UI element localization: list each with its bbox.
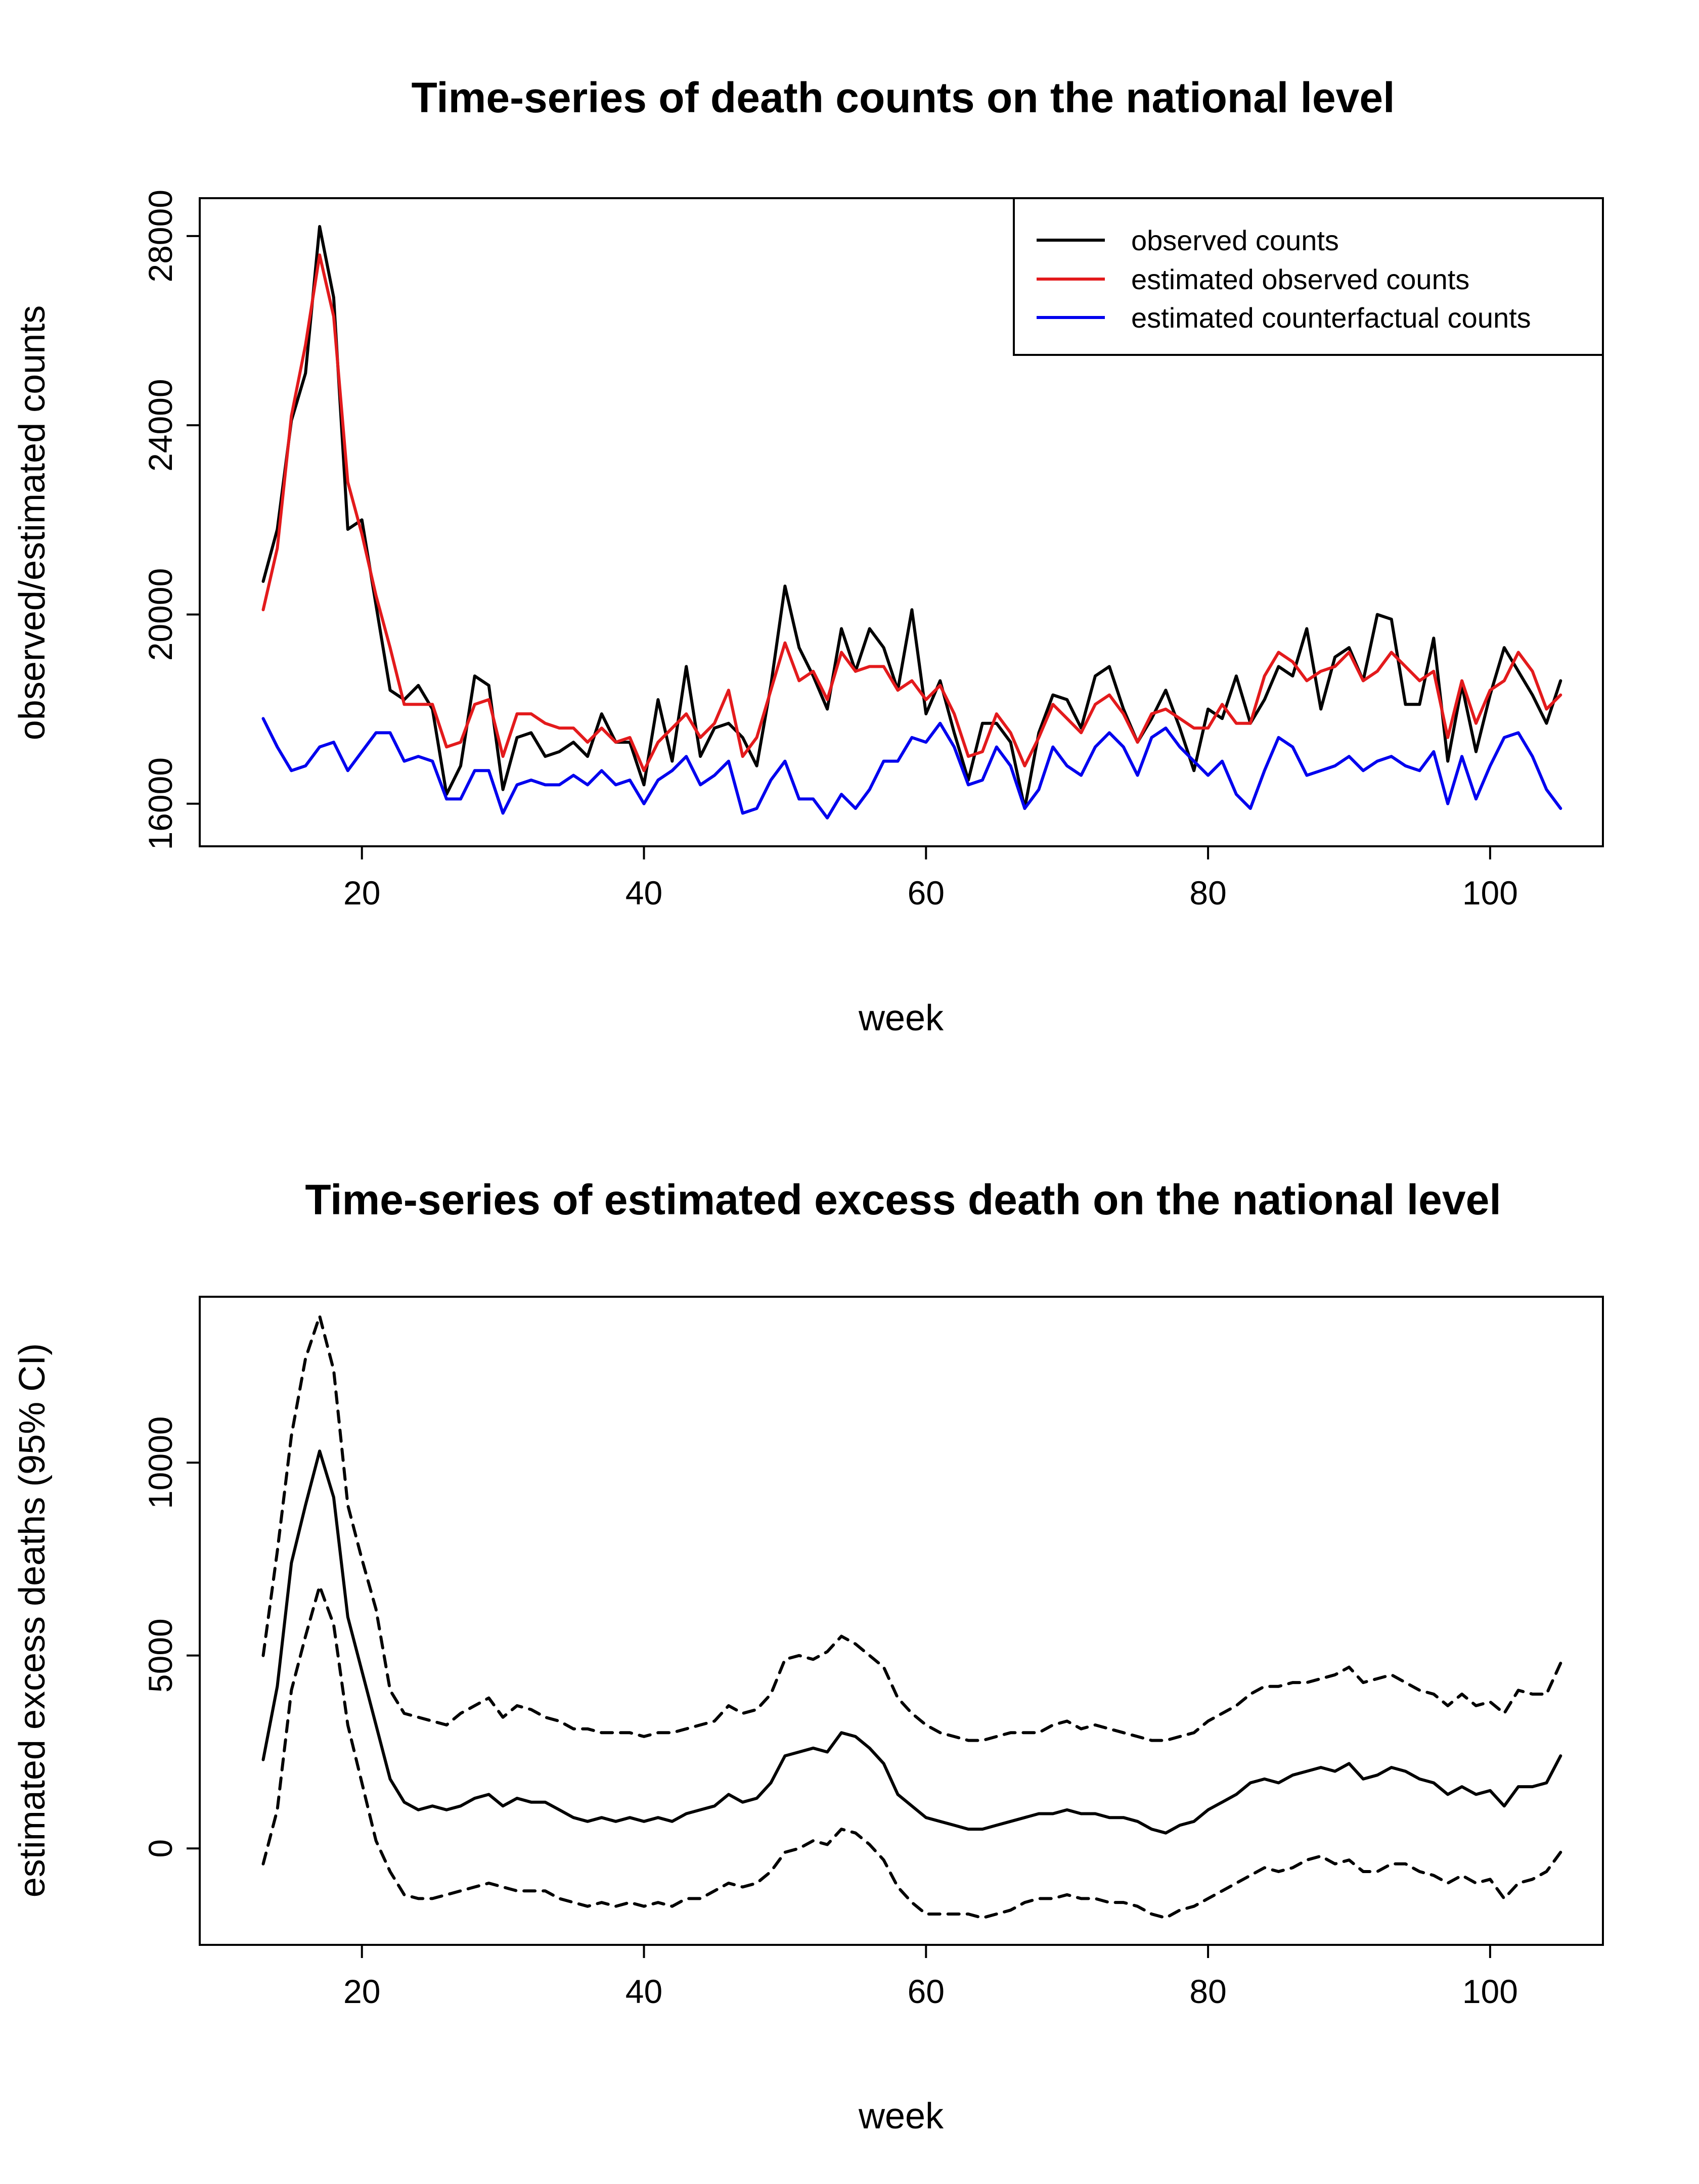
y-tick-label: 20000 bbox=[142, 568, 179, 661]
x-axis-label: week bbox=[858, 998, 944, 1038]
series-line-estimated-observed-counts bbox=[261, 253, 1562, 772]
series-line-ci-bound-2 bbox=[261, 1584, 1562, 1920]
y-tick-label: 28000 bbox=[142, 190, 179, 283]
x-tick-label: 40 bbox=[625, 874, 662, 912]
series-line-estimated-counterfactual-counts bbox=[261, 717, 1562, 820]
x-tick-label: 100 bbox=[1462, 1973, 1518, 2010]
y-axis: 0 5000 10000 bbox=[142, 1416, 200, 1858]
y-axis-label: observed/estimated counts bbox=[12, 305, 53, 740]
plot-frame bbox=[199, 197, 1604, 847]
legend-label-counterfactual: estimated counterfactual counts bbox=[1131, 302, 1531, 334]
x-tick-label: 20 bbox=[343, 874, 380, 912]
series-line-observed-counts bbox=[261, 225, 1562, 810]
panel-death-counts: Time-series of death counts on the natio… bbox=[12, 74, 1604, 1038]
series-line-estimate bbox=[261, 1449, 1562, 1835]
y-axis-label: estimated excess deaths (95% CI) bbox=[12, 1343, 53, 1898]
chart-title: Time-series of death counts on the natio… bbox=[412, 74, 1395, 121]
legend-label-observed: observed counts bbox=[1131, 224, 1339, 256]
x-tick-label: 60 bbox=[908, 874, 945, 912]
series-lines bbox=[261, 225, 1562, 820]
plot-frame bbox=[199, 1296, 1604, 1946]
x-tick-label: 100 bbox=[1462, 874, 1518, 912]
y-tick-label: 0 bbox=[142, 1839, 179, 1858]
legend-box bbox=[1013, 197, 1604, 356]
x-axis: 20 40 60 80 100 bbox=[343, 1945, 1518, 2010]
series-line-ci-bound-1 bbox=[261, 1314, 1562, 1742]
legend-label-estimated: estimated observed counts bbox=[1131, 263, 1469, 295]
chart-title: Time-series of estimated excess death on… bbox=[305, 1176, 1501, 1223]
y-tick-label: 16000 bbox=[142, 757, 179, 850]
panel-excess-deaths: Time-series of estimated excess death on… bbox=[12, 1176, 1604, 2136]
y-tick-label: 10000 bbox=[142, 1416, 179, 1509]
x-tick-label: 20 bbox=[343, 1973, 380, 2010]
y-axis: 16000 20000 24000 28000 bbox=[142, 190, 200, 850]
y-tick-label: 24000 bbox=[142, 379, 179, 472]
x-tick-label: 80 bbox=[1189, 874, 1226, 912]
x-axis: 20 40 60 80 100 bbox=[343, 846, 1518, 912]
x-tick-label: 60 bbox=[908, 1973, 945, 2010]
series-lines bbox=[261, 1314, 1562, 1920]
x-axis-label: week bbox=[858, 2096, 944, 2136]
legend: observed counts estimated observed count… bbox=[1013, 197, 1604, 356]
y-tick-label: 5000 bbox=[142, 1618, 179, 1693]
x-tick-label: 40 bbox=[625, 1973, 662, 2010]
x-tick-label: 80 bbox=[1189, 1973, 1226, 2010]
